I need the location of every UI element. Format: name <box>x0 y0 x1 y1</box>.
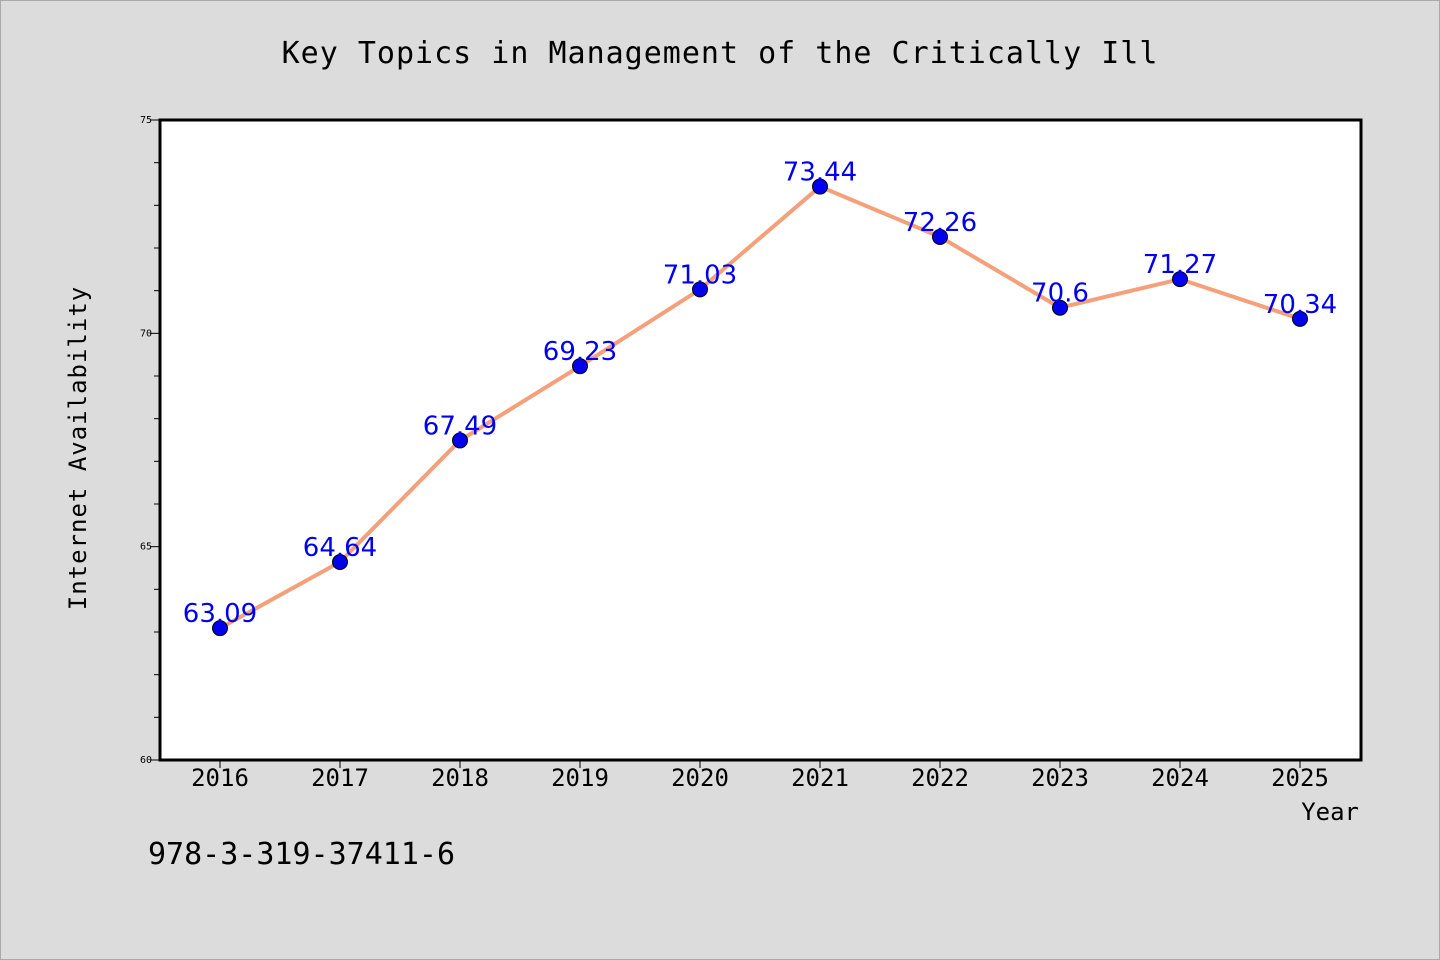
data-point <box>332 554 348 571</box>
data-label: 70.34 <box>1263 290 1337 320</box>
data-label: 67.49 <box>423 411 497 441</box>
y-axis: 60 65 70 75 <box>140 115 160 766</box>
y-axis-label: Internet Availability <box>64 286 92 610</box>
data-point <box>932 228 948 245</box>
data-point <box>572 358 588 375</box>
x-tick-label: 2023 <box>1031 764 1089 792</box>
x-tick-label: 2021 <box>791 764 849 792</box>
data-label: 70.6 <box>1031 279 1089 309</box>
x-tick-label: 2019 <box>551 764 609 792</box>
x-axis: 2016 2017 2018 2019 2020 2021 2022 2023 2024 2025 <box>191 760 1329 792</box>
x-tick-label: 2024 <box>1151 764 1209 792</box>
y-tick-label: 70 <box>140 328 152 339</box>
data-point <box>212 620 228 637</box>
data-point <box>692 281 708 298</box>
isbn-footnote: 978-3-319-37411-6 <box>148 837 455 872</box>
chart-title: Key Topics in Management of the Critical… <box>282 36 1159 71</box>
plot-area <box>160 120 1361 760</box>
series-layer: 63.09 64.64 67.49 69.23 71.03 73.44 72.26 70.6 7… <box>183 158 1337 637</box>
x-axis-label: Year <box>1301 798 1359 826</box>
x-tick-label: 2025 <box>1271 764 1329 792</box>
series-line <box>218 184 1302 631</box>
data-label: 69.23 <box>543 337 617 367</box>
x-tick-label: 2020 <box>671 764 729 792</box>
x-tick-label: 2016 <box>191 764 249 792</box>
y-tick-label: 75 <box>140 115 152 126</box>
x-tick-label: 2018 <box>431 764 489 792</box>
data-label: 72.26 <box>903 208 977 238</box>
data-label: 63.09 <box>183 599 257 629</box>
x-tick-label: 2017 <box>311 764 369 792</box>
y-tick-label: 65 <box>140 542 152 553</box>
y-tick-label: 60 <box>140 755 152 766</box>
data-point <box>1172 271 1188 288</box>
data-label: 71.03 <box>663 260 737 290</box>
data-label: 71.27 <box>1143 250 1217 280</box>
plot-border <box>158 118 1363 762</box>
data-point <box>452 432 468 449</box>
data-point <box>1292 310 1308 327</box>
data-label: 73.44 <box>783 158 857 188</box>
x-tick-label: 2022 <box>911 764 969 792</box>
data-point <box>812 178 828 195</box>
data-label: 64.64 <box>303 533 377 563</box>
data-point <box>1052 299 1068 316</box>
